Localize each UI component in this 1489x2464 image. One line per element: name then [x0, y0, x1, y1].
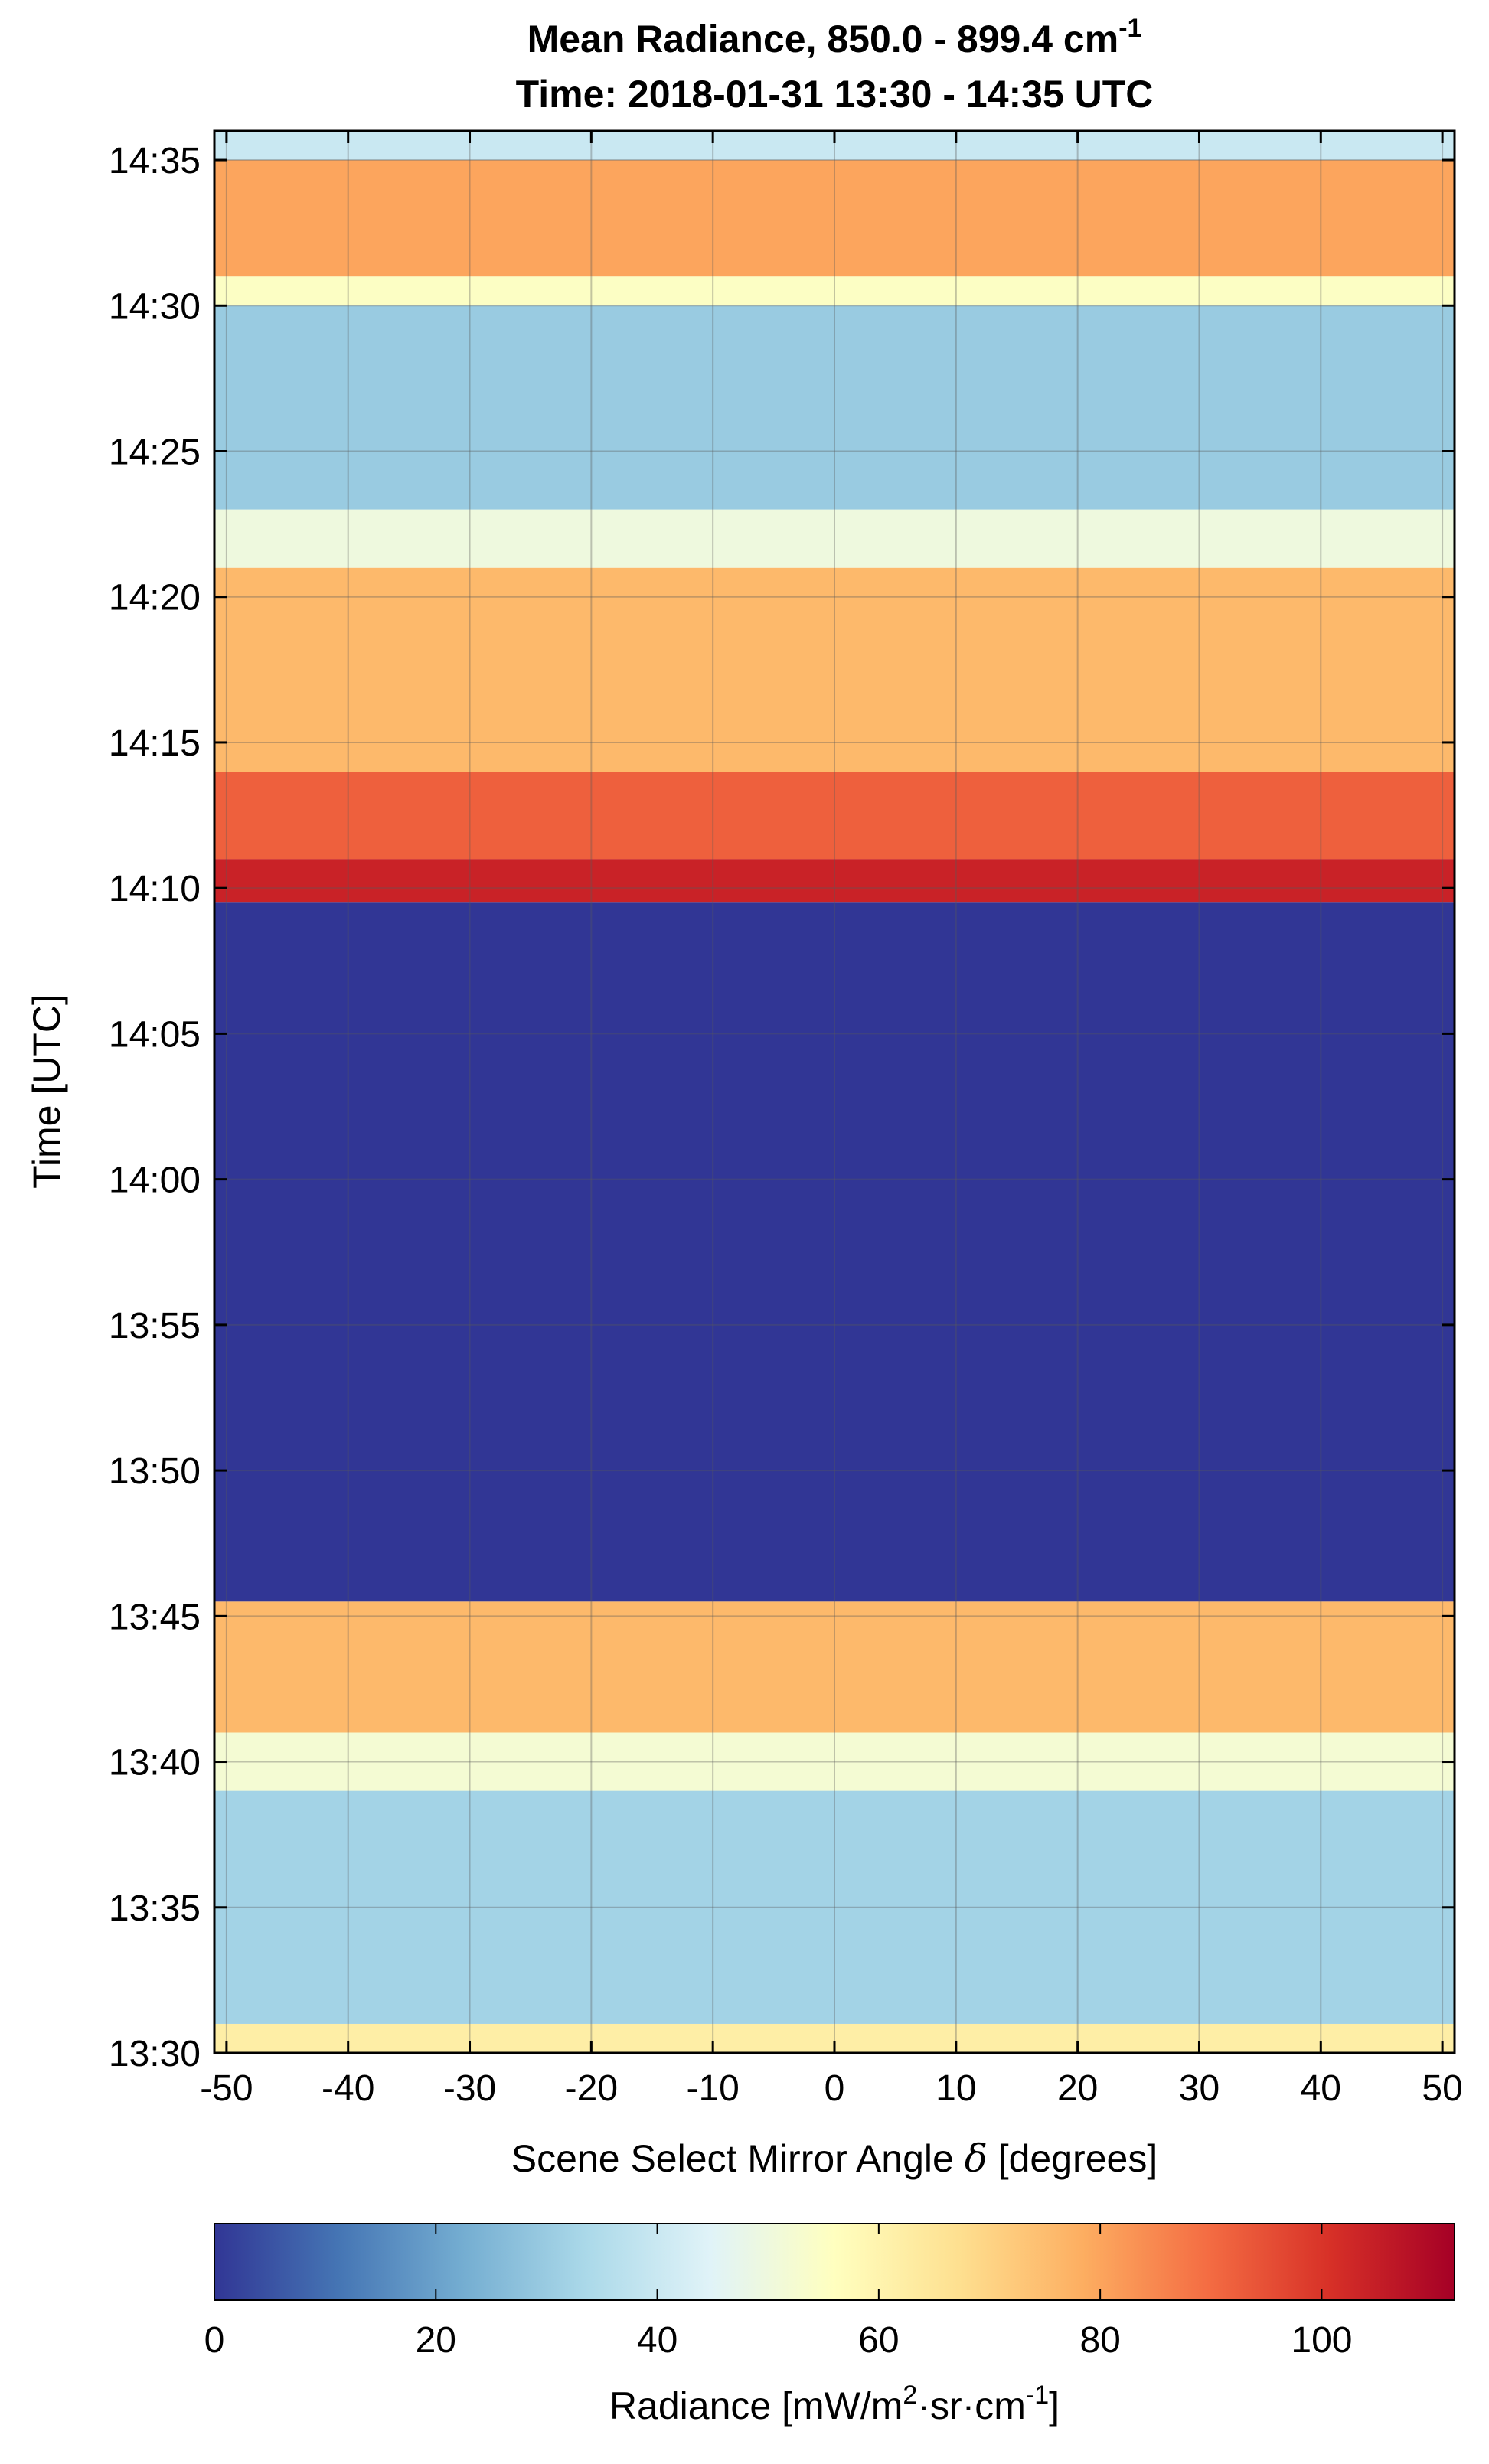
x-tick-label: 40 [1301, 2068, 1341, 2109]
colorbar-ticks: 0 20 40 60 80 100 [204, 2224, 1352, 2361]
y-tick-label: 13:30 [109, 2034, 201, 2074]
heatmap-band [214, 1790, 1455, 2024]
y-tick-label: 14:20 [109, 578, 201, 618]
y-tick-label: 14:35 [109, 141, 201, 181]
x-tick-label: 0 [825, 2068, 845, 2109]
heatmap-bands [214, 131, 1455, 2053]
chart-title: Mean Radiance, 850.0 - 899.4 cm-1 [527, 14, 1142, 60]
heatmap-band [214, 772, 1455, 860]
y-tick-label: 14:15 [109, 723, 201, 764]
y-tick-label: 13:50 [109, 1451, 201, 1492]
heatmap-band [214, 859, 1455, 903]
y-axis-ticks: 13:30 13:35 13:40 13:45 13:50 13:55 14:00 14:05… [109, 141, 1455, 2074]
y-tick-label: 14:05 [109, 1014, 201, 1055]
y-tick-label: 14:00 [109, 1160, 201, 1201]
colorbar-label: Radiance [mW/m2·sr·cm-1] [609, 2381, 1060, 2427]
x-axis-ticks: -50 -40 -30 -20 -10 0 10 20 30 40 50 [200, 131, 1463, 2109]
colorbar-tick-label: 0 [204, 2320, 225, 2361]
colorbar-tick-label: 40 [637, 2320, 678, 2361]
x-axis-label: Scene Select Mirror Angle δ [degrees] [511, 2136, 1158, 2181]
y-tick-label: 13:45 [109, 1597, 201, 1637]
y-tick-label: 13:40 [109, 1743, 201, 1784]
colorbar-tick-label: 20 [416, 2320, 456, 2361]
x-tick-label: -30 [443, 2068, 496, 2109]
y-axis-label: Time [UTC] [25, 994, 68, 1189]
x-tick-label: -10 [686, 2068, 739, 2109]
x-tick-label: 10 [936, 2068, 976, 2109]
colorbar-tick-label: 100 [1291, 2320, 1352, 2361]
heatmap-band [214, 509, 1455, 568]
heatmap-band [214, 1732, 1455, 1791]
y-tick-label: 13:55 [109, 1306, 201, 1346]
colorbar-tick-label: 80 [1079, 2320, 1120, 2361]
heatmap-band [214, 902, 1455, 1602]
y-tick-label: 14:30 [109, 286, 201, 327]
x-tick-label: -40 [322, 2068, 374, 2109]
colorbar [214, 2223, 1455, 2301]
heatmap-band [214, 1601, 1455, 1733]
x-tick-label: -20 [565, 2068, 618, 2109]
colorbar-tick-label: 60 [858, 2320, 899, 2361]
x-tick-label: 50 [1422, 2068, 1462, 2109]
chart-subtitle: Time: 2018-01-31 13:30 - 14:35 UTC [516, 73, 1154, 116]
heatmap-band [214, 160, 1455, 277]
heatmap-band [214, 567, 1455, 772]
x-tick-label: -50 [200, 2068, 253, 2109]
y-tick-label: 14:10 [109, 869, 201, 909]
heatmap-band [214, 276, 1455, 306]
y-tick-label: 13:35 [109, 1888, 201, 1929]
y-tick-label: 14:25 [109, 432, 201, 473]
x-tick-label: 30 [1179, 2068, 1220, 2109]
heatmap-band [214, 305, 1455, 510]
x-tick-label: 20 [1057, 2068, 1098, 2109]
